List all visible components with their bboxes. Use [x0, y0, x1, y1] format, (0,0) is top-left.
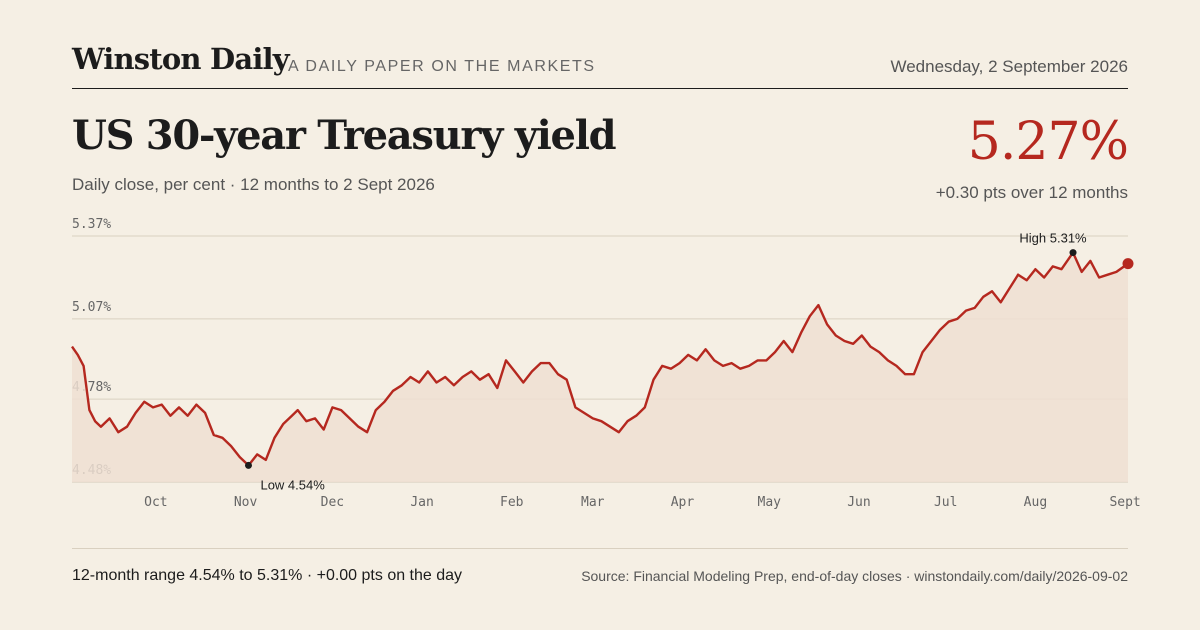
annotations: High 5.31% Low 4.54% — [244, 231, 1134, 492]
x-tick-label: Dec — [321, 495, 344, 510]
yield-area — [72, 252, 1128, 482]
y-tick-label: 5.07% — [72, 300, 111, 315]
x-tick-label: Apr — [671, 495, 695, 510]
x-tick-label: Mar — [581, 495, 605, 510]
yield-line — [71, 251, 1129, 467]
x-tick-label: Feb — [500, 495, 524, 510]
latest-point-marker — [1122, 258, 1134, 270]
high-marker — [1069, 249, 1077, 257]
footer: 12-month range 4.54% to 5.31% · +0.00 pt… — [72, 548, 1128, 584]
y-tick-label: 5.37% — [72, 217, 111, 232]
high-label: High 5.31% — [1019, 231, 1087, 246]
low-label: Low 4.54% — [260, 477, 325, 492]
x-tick-label: Oct — [144, 495, 167, 510]
range-summary: 12-month range 4.54% to 5.31% · +0.00 pt… — [72, 567, 463, 584]
dateline: Wednesday, 2 September 2026 — [890, 57, 1128, 76]
tagline: A DAILY PAPER ON THE MARKETS — [288, 58, 596, 75]
x-tick-label: Aug — [1024, 495, 1047, 510]
x-tick-label: May — [758, 495, 782, 510]
chart-title: US 30-year Treasury yield — [72, 112, 617, 159]
source-note: Source: Financial Modeling Prep, end-of-… — [581, 568, 1128, 584]
chart-subtitle: Daily close, per cent · 12 months to 2 S… — [72, 175, 435, 194]
x-tick-label: Nov — [234, 495, 258, 510]
yield-change: +0.30 pts over 12 months — [935, 183, 1128, 202]
x-tick-label: Jan — [410, 495, 433, 510]
x-tick-label: Sept — [1109, 495, 1140, 510]
x-tick-label: Jun — [847, 495, 870, 510]
x-axis-labels: Oct Nov Dec Jan Feb Mar Apr May Jun Jul Aug Sept — [144, 495, 1141, 510]
low-marker — [244, 461, 252, 469]
x-tick-label: Jul — [934, 495, 957, 510]
brand-name[interactable]: Winston Daily — [72, 42, 290, 76]
masthead: Winston Daily A DAILY PAPER ON THE MARKE… — [72, 40, 1128, 89]
current-yield-value: 5.27% — [967, 112, 1129, 172]
